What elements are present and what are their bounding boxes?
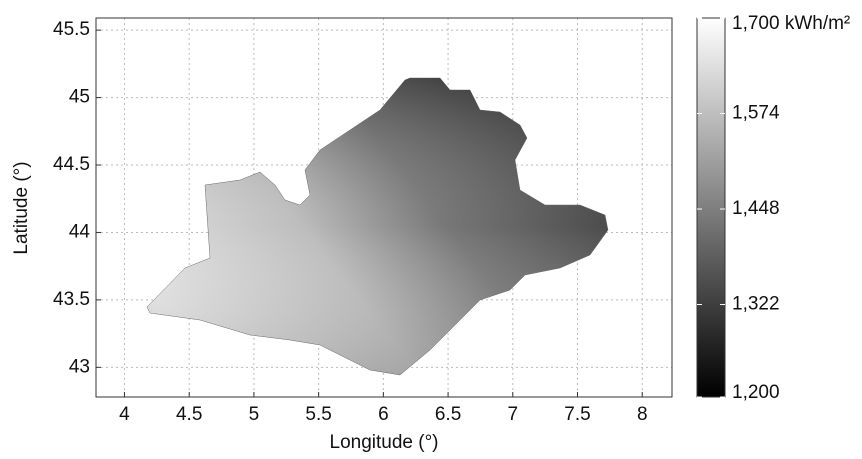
x-tick-label: 6: [378, 404, 389, 425]
x-tick-label: 5.5: [305, 404, 331, 425]
colorbar-tick-label: 1,574: [732, 103, 780, 124]
x-tick-label: 7: [508, 404, 519, 425]
colorbar-tick-label: 1,200: [732, 382, 780, 403]
x-tick-label: 5: [249, 404, 260, 425]
y-tick-label: 44: [69, 221, 91, 242]
x-tick-label: 6.5: [435, 404, 461, 425]
region: [146, 77, 609, 376]
colorbar: [696, 17, 726, 398]
x-tick-label: 7.5: [564, 404, 590, 425]
region-shade: [147, 78, 608, 375]
plot-frame: [95, 17, 673, 398]
y-tick-label: 45: [69, 87, 90, 108]
x-axis-label: Longitude (°): [330, 432, 439, 453]
colorbar-tick-label: 1,448: [732, 198, 780, 219]
y-axis-label: Latitude (°): [11, 161, 32, 254]
colorbar-tick-label: 1,322: [732, 294, 780, 315]
y-tick-label: 43: [69, 356, 90, 377]
y-tick-label: 45.5: [53, 19, 90, 40]
x-tick-label: 4.5: [176, 404, 202, 425]
x-tick-label: 4: [119, 404, 130, 425]
y-tick-label: 44.5: [53, 154, 90, 175]
x-tick-label: 8: [637, 404, 648, 425]
y-tick-label: 43.5: [53, 289, 90, 310]
colorbar-tick-label: 1,700 kWh/m²: [732, 13, 850, 34]
